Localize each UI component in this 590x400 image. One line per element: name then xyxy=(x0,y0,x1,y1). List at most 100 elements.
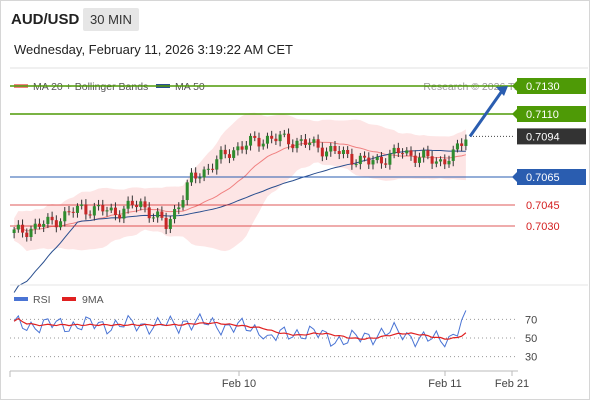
candle xyxy=(25,228,29,242)
candle-body xyxy=(75,205,79,213)
candle xyxy=(417,152,421,168)
candle xyxy=(37,218,41,230)
candle-body xyxy=(118,215,122,219)
candle xyxy=(223,144,227,159)
candle-body xyxy=(333,146,337,152)
rsi-ma-line xyxy=(13,317,467,340)
candle-body xyxy=(278,134,282,142)
candle-body xyxy=(202,169,206,178)
candle-body xyxy=(198,177,202,179)
target-arrow-shaft xyxy=(468,90,504,138)
candle-body xyxy=(455,143,459,150)
last-price-tag xyxy=(517,128,586,145)
candle xyxy=(147,202,151,223)
candle-body xyxy=(375,156,379,161)
candle xyxy=(84,199,88,220)
candle-body xyxy=(160,211,164,218)
candle xyxy=(375,153,379,164)
candle-body xyxy=(392,147,396,154)
ma50-legend-label: MA 50 xyxy=(175,81,205,93)
candle xyxy=(185,179,189,206)
candle-body xyxy=(409,150,413,156)
candle xyxy=(291,139,295,153)
candle xyxy=(46,213,50,229)
candle-body xyxy=(139,201,143,208)
candle-body xyxy=(219,149,223,160)
candle-body xyxy=(439,159,443,162)
rsi-tick-label: 50 xyxy=(525,333,537,345)
rsi-pane: 70 50 30 xyxy=(10,310,537,364)
candle xyxy=(413,150,417,167)
candle-body xyxy=(236,146,240,151)
candle-body xyxy=(422,150,426,158)
candle-body xyxy=(105,210,109,212)
candle xyxy=(274,133,278,145)
candle xyxy=(405,147,409,157)
candle-body xyxy=(215,159,219,170)
candle xyxy=(139,198,143,211)
candle xyxy=(282,129,286,138)
candle xyxy=(135,200,139,213)
candlestick-series xyxy=(12,86,508,242)
price-level-pivot-3: 0.7065 xyxy=(10,169,586,185)
candle-body xyxy=(426,150,430,157)
candle xyxy=(164,212,168,235)
candle xyxy=(219,146,223,164)
bollinger-band-fill xyxy=(14,112,466,252)
candle-body xyxy=(50,216,54,221)
candle xyxy=(173,205,177,224)
candle-body xyxy=(156,211,160,218)
candle xyxy=(443,154,447,170)
candle xyxy=(177,202,181,215)
candle-body xyxy=(189,172,193,183)
candle-body xyxy=(59,221,63,228)
chart-header: AUD/USD 30 MIN xyxy=(1,1,589,37)
candle xyxy=(308,138,312,151)
candle-body xyxy=(249,135,253,146)
candle xyxy=(261,139,265,150)
candle-body xyxy=(63,211,67,222)
candle xyxy=(367,152,371,169)
candle-body xyxy=(126,200,130,209)
candle xyxy=(434,157,438,168)
level-tag xyxy=(517,106,586,122)
candle xyxy=(105,206,109,217)
candle-body xyxy=(451,149,455,161)
candle xyxy=(130,195,134,209)
candle-body xyxy=(227,154,231,158)
candle xyxy=(278,130,282,147)
candle xyxy=(202,166,206,182)
candle xyxy=(346,146,350,159)
interval-badge[interactable]: 30 MIN xyxy=(83,8,139,31)
candle xyxy=(396,142,400,158)
candle xyxy=(92,202,96,221)
candle xyxy=(232,147,236,161)
candle xyxy=(160,206,164,221)
candle-body xyxy=(265,135,269,144)
candle xyxy=(333,140,337,155)
candle xyxy=(455,139,459,153)
candle xyxy=(181,195,185,211)
candle xyxy=(257,132,261,152)
price-level-support-5: 0.7030 xyxy=(10,221,560,233)
level-tag-pointer xyxy=(512,109,517,119)
candle xyxy=(447,155,451,168)
candle-body xyxy=(261,143,265,147)
candle xyxy=(168,215,172,234)
candle xyxy=(409,146,413,161)
candle-body xyxy=(25,232,29,238)
candle xyxy=(12,226,16,239)
level-label: 0.7045 xyxy=(526,200,560,212)
candle xyxy=(67,205,71,216)
candle-body xyxy=(122,208,126,219)
candle xyxy=(88,210,92,219)
candle xyxy=(460,138,464,152)
candle xyxy=(337,145,341,160)
candle-body xyxy=(287,133,291,145)
rsi-legend-label: RSI xyxy=(33,294,51,306)
candle xyxy=(401,148,405,159)
candle xyxy=(151,213,155,223)
candle-body xyxy=(325,151,329,157)
candle-body xyxy=(16,224,20,230)
candle-body xyxy=(329,146,333,152)
